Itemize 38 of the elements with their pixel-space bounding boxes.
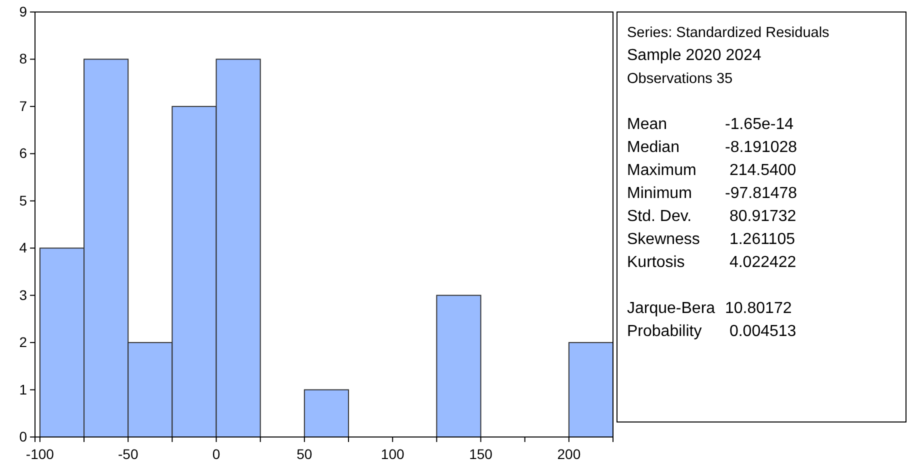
y-tick-label: 4 [19,240,28,256]
category-label: Std. Dev. [627,208,692,225]
x-tick-label: 0 [212,446,220,462]
category-label: Skewness [627,231,700,248]
x-tick-label: -50 [118,446,138,462]
text: Observations 35 [627,71,733,87]
text: 1.261105 [729,231,795,248]
category-label: Probability [627,323,702,340]
text: Series: Standardized Residuals [627,25,830,41]
x-tick-label: 150 [469,446,493,462]
y-tick-label: 6 [19,145,28,162]
y-tick-label: 7 [19,98,28,114]
text: 214.5400 [729,162,796,179]
text: 10.80172 [725,300,792,317]
category-label: Maximum [627,162,696,179]
text: Sample 2020 2024 [627,47,762,64]
y-tick-label: 2 [19,334,28,350]
y-tick-label: 3 [19,286,28,303]
y-tick-label: 0 [19,428,28,444]
category-label: Mean [627,116,668,133]
x-tick-label: 200 [557,446,581,462]
y-tick-label: 9 [19,3,28,20]
text: 0.004513 [729,323,796,340]
x-tick-label: -100 [26,446,54,462]
x-tick-label: 50 [296,446,312,462]
category-label: Kurtosis [627,254,685,271]
category-label: Minimum [627,185,692,202]
y-tick-label: 1 [19,381,28,398]
text: -8.191028 [725,139,798,156]
text: 4.022422 [729,254,796,271]
text: 80.91732 [729,208,796,225]
y-tick-label: 5 [19,192,28,208]
x-tick-label: 100 [380,446,404,462]
y-tick-label: 8 [19,50,28,67]
text: -1.65e-14 [725,116,794,133]
category-label: Jarque-Bera [627,300,716,317]
category-label: Median [627,139,680,156]
text: -97.81478 [725,185,798,202]
